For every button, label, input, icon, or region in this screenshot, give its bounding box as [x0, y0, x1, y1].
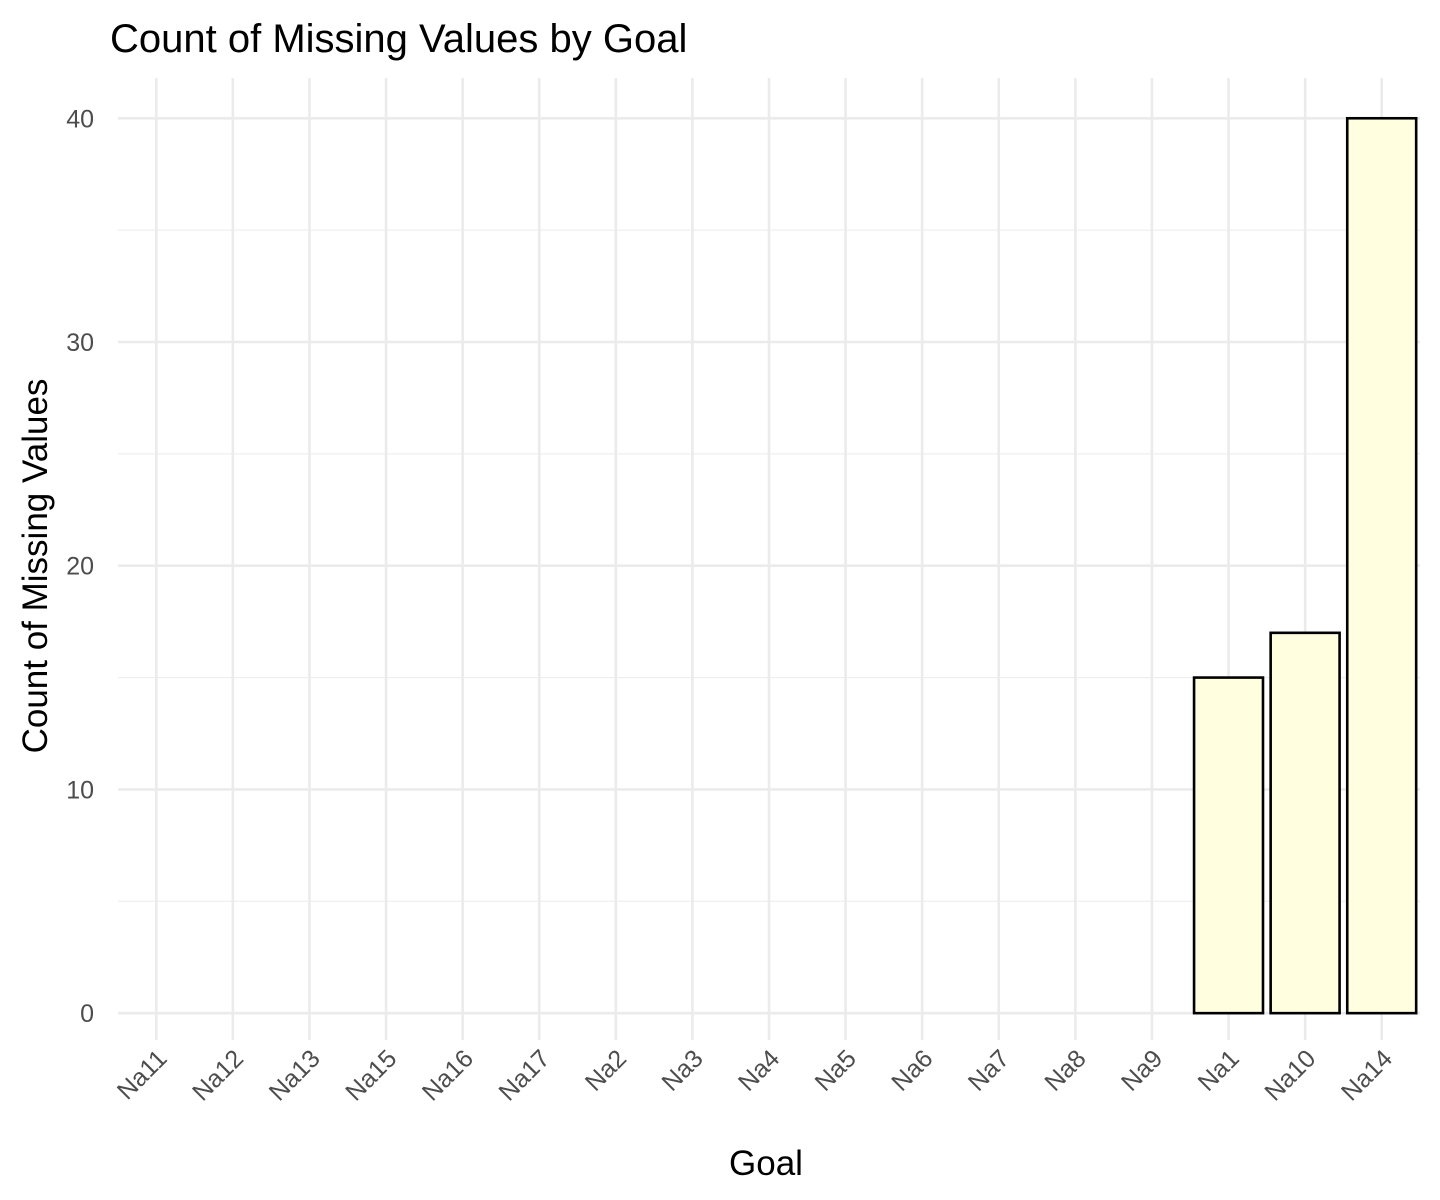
x-tick-label: Na14 — [1336, 1044, 1398, 1106]
x-tick-label: Na10 — [1259, 1044, 1321, 1106]
bars — [1192, 116, 1418, 1015]
x-tick-label: Na16 — [417, 1044, 479, 1106]
x-axis-ticks: Na11 Na12 Na13 Na15 Na16 Na17 Na2 Na3 Na4 Na5 Na6 N… — [112, 1044, 1398, 1106]
grid — [118, 78, 1420, 1040]
x-tick-label: Na17 — [493, 1044, 555, 1106]
x-tick-label: Na6 — [886, 1044, 938, 1096]
y-tick-label: 10 — [66, 776, 94, 804]
x-tick-label: Na8 — [1039, 1044, 1091, 1096]
chart-title: Count of Missing Values by Goal — [110, 17, 687, 61]
y-tick-label: 30 — [66, 329, 94, 357]
y-tick-label: 0 — [80, 1000, 94, 1028]
x-tick-label: Na13 — [264, 1044, 326, 1106]
x-tick-label: Na5 — [810, 1044, 862, 1096]
y-tick-label: 40 — [66, 105, 94, 133]
y-tick-label: 20 — [66, 553, 94, 581]
bar — [1192, 676, 1265, 1015]
x-tick-label: Na3 — [656, 1044, 708, 1096]
x-tick-label: Na12 — [187, 1044, 249, 1106]
bar — [1345, 116, 1418, 1015]
bar — [1269, 631, 1341, 1015]
x-tick-label: Na2 — [580, 1044, 632, 1096]
x-tick-label: Na1 — [1193, 1044, 1245, 1096]
x-tick-label: Na9 — [1116, 1044, 1168, 1096]
x-tick-label: Na11 — [112, 1044, 173, 1105]
y-axis-title: Count of Missing Values — [16, 379, 55, 754]
y-axis-ticks: 0 10 20 30 40 — [66, 105, 94, 1028]
x-tick-label: Na15 — [340, 1044, 402, 1106]
x-tick-label: Na4 — [733, 1044, 785, 1096]
x-axis-title: Goal — [729, 1144, 803, 1183]
x-tick-label: Na7 — [963, 1044, 1015, 1096]
